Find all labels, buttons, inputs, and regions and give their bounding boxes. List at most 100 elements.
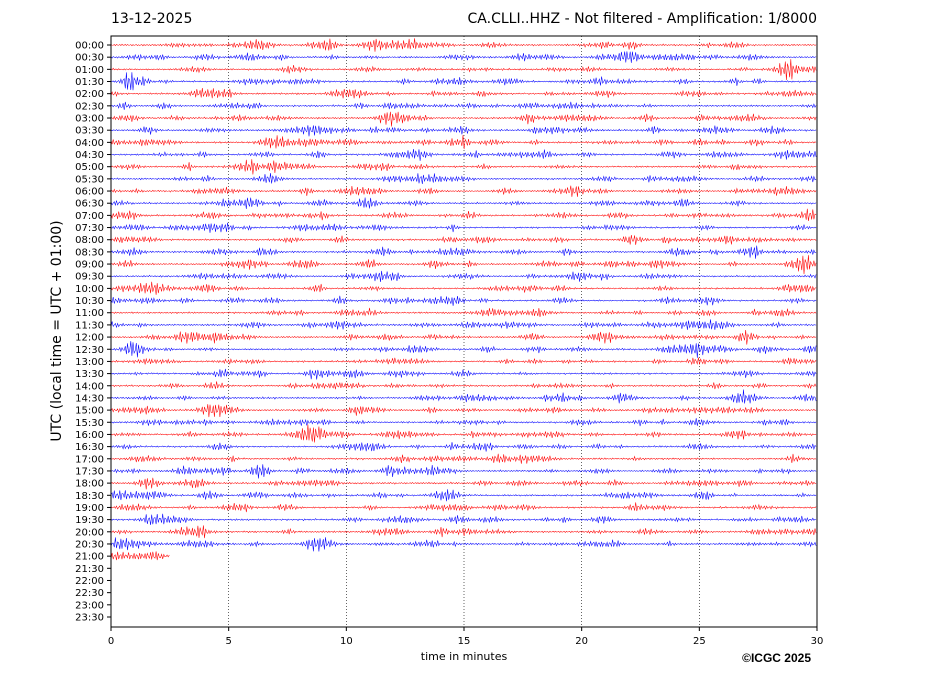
y-tick-label: 22:30 — [75, 588, 104, 599]
trace-1630 — [110, 442, 817, 452]
trace-0200 — [110, 88, 817, 99]
y-tick-label: 10:30 — [75, 296, 104, 307]
copyright-notice: ©ICGC 2025 — [742, 651, 811, 665]
trace-0030 — [110, 51, 817, 63]
y-tick-label: 08:00 — [75, 235, 104, 246]
trace-0900 — [110, 255, 817, 275]
y-tick-label: 20:00 — [75, 527, 104, 538]
trace-0430 — [110, 148, 817, 161]
y-tick-label: 21:00 — [75, 552, 104, 563]
x-tick-label: 15 — [458, 636, 471, 647]
y-tick-label: 05:30 — [75, 174, 104, 185]
y-tick-label: 00:00 — [75, 41, 104, 52]
y-tick-label: 19:00 — [75, 503, 104, 514]
y-tick-label: 06:30 — [75, 199, 104, 210]
trace-2000 — [110, 525, 817, 539]
y-tick-label: 19:30 — [75, 515, 104, 526]
y-tick-label: 13:30 — [75, 369, 104, 380]
trace-1030 — [110, 295, 817, 306]
trace-1930 — [110, 513, 817, 526]
trace-0730 — [110, 222, 817, 233]
y-tick-label: 21:30 — [75, 564, 104, 575]
axes — [107, 35, 818, 631]
trace-0600 — [110, 185, 817, 197]
trace-2100 — [110, 551, 170, 561]
x-tick-label: 5 — [225, 636, 231, 647]
x-tick-label: 0 — [108, 636, 114, 647]
trace-0630 — [110, 197, 817, 209]
y-tick-label: 03:00 — [75, 114, 104, 125]
y-tick-label: 01:30 — [75, 77, 104, 88]
trace-1130 — [110, 319, 817, 330]
y-tick-label: 12:00 — [75, 333, 104, 344]
y-tick-label: 06:00 — [75, 187, 104, 198]
y-tick-label: 08:30 — [75, 247, 104, 258]
trace-2030 — [110, 537, 817, 552]
x-tick-label: 20 — [575, 636, 588, 647]
y-tick-label: 16:30 — [75, 442, 104, 453]
x-tick-label: 30 — [811, 636, 824, 647]
trace-0230 — [110, 101, 817, 110]
y-tick-label: 23:00 — [75, 600, 104, 611]
trace-1400 — [110, 381, 817, 390]
x-tick-label: 25 — [693, 636, 706, 647]
y-tick-label: 11:00 — [75, 308, 104, 319]
trace-1200 — [110, 329, 817, 345]
trace-1100 — [110, 307, 817, 317]
trace-0100 — [110, 59, 817, 80]
y-tick-label: 13:00 — [75, 357, 104, 368]
y-tick-label: 11:30 — [75, 320, 104, 331]
plot-frame — [110, 35, 818, 628]
y-tick-label: 23:30 — [75, 612, 104, 623]
y-tick-label: 02:30 — [75, 101, 104, 112]
y-tick-label: 14:00 — [75, 381, 104, 392]
y-tick-label: 07:30 — [75, 223, 104, 234]
trace-1830 — [110, 489, 817, 502]
chart-date: 13-12-2025 — [111, 11, 193, 27]
trace-1300 — [110, 357, 817, 366]
y-tick-label: 16:00 — [75, 430, 104, 441]
grid-lines — [228, 36, 700, 627]
trace-1900 — [110, 502, 817, 513]
trace-0300 — [110, 111, 817, 127]
trace-1000 — [110, 281, 817, 295]
trace-1700 — [110, 453, 817, 464]
trace-0800 — [110, 234, 817, 245]
seismic-traces — [110, 38, 817, 561]
trace-1800 — [110, 477, 817, 490]
y-tick-label: 20:30 — [75, 539, 104, 550]
y-tick-label: 15:00 — [75, 406, 104, 417]
trace-0130 — [110, 72, 817, 91]
trace-1230 — [110, 341, 817, 358]
y-tick-label: 03:30 — [75, 126, 104, 137]
trace-1600 — [110, 424, 817, 443]
y-tick-label: 17:00 — [75, 454, 104, 465]
trace-0700 — [110, 208, 817, 222]
y-tick-label: 12:30 — [75, 345, 104, 356]
y-axis-label: UTC (local time = UTC + 01:00) — [49, 220, 65, 442]
trace-0930 — [110, 270, 817, 283]
y-tick-label: 10:00 — [75, 284, 104, 295]
y-tick-label: 09:00 — [75, 260, 104, 271]
x-tick-label: 10 — [340, 636, 353, 647]
trace-0000 — [110, 38, 817, 52]
y-tick-label: 17:30 — [75, 466, 104, 477]
y-tick-label: 01:00 — [75, 65, 104, 76]
y-tick-label: 14:30 — [75, 393, 104, 404]
y-tick-label: 18:00 — [75, 479, 104, 490]
y-tick-label: 18:30 — [75, 491, 104, 502]
y-tick-label: 09:30 — [75, 272, 104, 283]
trace-0400 — [110, 135, 817, 150]
x-axis-label: time in minutes — [420, 650, 508, 663]
trace-0330 — [110, 125, 817, 137]
trace-1500 — [110, 404, 817, 418]
y-tick-label: 07:00 — [75, 211, 104, 222]
y-tick-label: 00:30 — [75, 53, 104, 64]
x-tick-labels: 0 5 10 15 20 25 30 — [108, 636, 824, 647]
y-tick-label: 22:00 — [75, 576, 104, 587]
trace-1430 — [110, 389, 817, 404]
trace-1330 — [110, 368, 817, 380]
trace-0500 — [110, 159, 817, 175]
